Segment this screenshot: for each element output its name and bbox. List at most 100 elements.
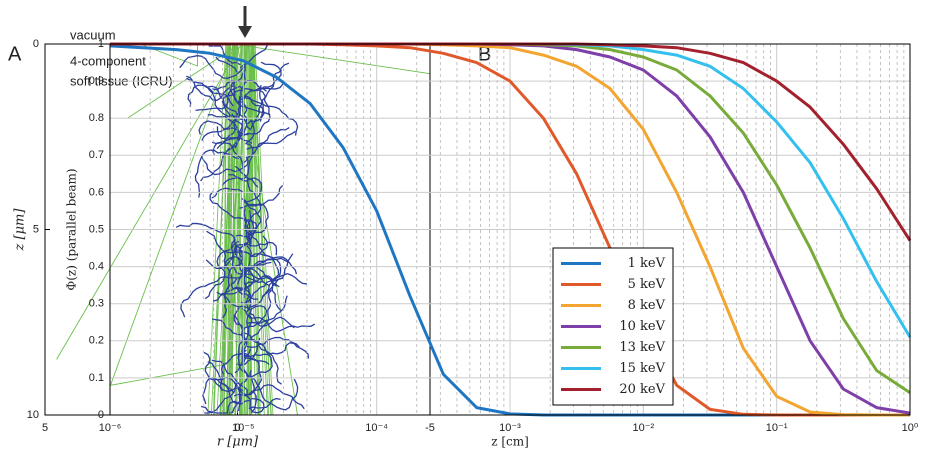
x-tick-label: 0 [234, 422, 240, 434]
secondary-track [238, 241, 278, 258]
secondary-track [198, 120, 249, 136]
secondary-track [251, 376, 299, 411]
y-tick-label: 0 [98, 409, 104, 421]
y-tick-label: 0.1 [89, 372, 104, 384]
axes-frame [109, 43, 911, 416]
x-tick-label: 10⁻² [632, 422, 654, 434]
secondary-track [226, 120, 244, 152]
legend-label: 8 keV [628, 298, 666, 313]
secondary-track [221, 292, 252, 311]
x-tick-label: 10⁻⁶ [99, 422, 122, 434]
x-tick-label: 10⁻³ [499, 422, 521, 434]
legend-label: 5 keV [628, 277, 666, 292]
annotation: 4-component [70, 53, 146, 68]
secondary-track [246, 305, 268, 335]
secondary-track [242, 95, 265, 122]
x-tick-label: -5 [425, 422, 435, 434]
secondary-track [211, 359, 248, 395]
secondary-track [234, 242, 263, 283]
y-tick-label: 0.8 [89, 112, 104, 124]
y-axis-label: Φ(z) (parallel beam) [65, 168, 79, 290]
x-tick-label: 5 [42, 422, 48, 434]
secondary-track [246, 336, 300, 348]
secondary-track [233, 307, 250, 378]
secondary-track [230, 65, 248, 115]
legend-label: 15 keV [619, 361, 665, 376]
secondary-track [201, 156, 249, 176]
beam-arrow [238, 6, 252, 38]
legend-label: 1 keV [628, 256, 666, 271]
panel-label: A [8, 43, 22, 65]
secondary-track [241, 314, 253, 358]
x-axis-label: r [μm] [217, 435, 259, 450]
secondary-track [212, 286, 252, 313]
y-tick-label: 0.5 [89, 223, 104, 235]
secondary-track [249, 289, 273, 339]
tracks [56, 43, 431, 416]
secondary-track [235, 200, 269, 238]
secondary-track [200, 144, 237, 182]
legend-label: 10 keV [619, 319, 665, 334]
secondary-track [233, 393, 265, 414]
secondary-track [251, 258, 282, 297]
secondary-track [243, 173, 262, 248]
secondary-track [246, 130, 296, 150]
x-tick-label: 10⁰ [902, 422, 919, 434]
secondary-track [241, 307, 316, 333]
secondary-track [221, 177, 263, 203]
secondary-track [238, 210, 255, 249]
legend-label: 13 keV [619, 340, 665, 355]
secondary-track [241, 127, 290, 165]
primary-track [110, 43, 235, 386]
secondary-track [233, 357, 263, 396]
secondary-track [222, 268, 244, 319]
secondary-track [243, 89, 271, 137]
secondary-track [201, 96, 242, 141]
secondary-track [237, 97, 299, 136]
secondary-track [233, 85, 271, 116]
secondary-track [180, 276, 239, 318]
panel-label: B [478, 43, 491, 65]
secondary-track [200, 400, 240, 414]
secondary-track [242, 87, 267, 131]
y-tick-label: 0.9 [89, 75, 104, 87]
secondary-track [237, 70, 248, 141]
y-tick-label: 0.3 [89, 298, 104, 310]
y-tick-label: 0 [33, 38, 39, 50]
secondary-track [223, 244, 237, 270]
secondary-track [216, 289, 243, 296]
secondary-track [206, 230, 251, 255]
secondary-track [235, 262, 259, 300]
secondary-track [238, 61, 282, 92]
secondary-track [237, 352, 270, 366]
secondary-track [228, 142, 254, 180]
secondary-track [194, 149, 240, 198]
y-tick-label: 0.6 [89, 186, 104, 198]
secondary-track [242, 342, 310, 359]
y-tick-label: 5 [33, 223, 39, 235]
y-tick-label: 0.4 [89, 261, 104, 273]
x-tick-label: 10⁻⁴ [365, 422, 388, 434]
secondary-track [250, 253, 294, 308]
x-tick-label: 10⁻¹ [766, 422, 788, 434]
annotation: vacuum [70, 27, 116, 42]
secondary-track [179, 55, 247, 79]
secondary-track [250, 253, 282, 311]
secondary-track [248, 312, 295, 329]
y-tick-label: 0.7 [89, 149, 104, 161]
y-axis-label: z [μm] [13, 208, 28, 252]
x-tick-label: 10⁻⁵ [232, 422, 255, 434]
secondary-track [248, 397, 281, 410]
y-tick-label: 0.2 [89, 335, 104, 347]
secondary-track [240, 257, 290, 275]
secondary-track [250, 62, 290, 130]
x-axis-label: z [cm] [491, 435, 529, 449]
secondary-track [186, 77, 236, 102]
secondary-track [221, 89, 245, 118]
y-tick-label: 10 [27, 409, 39, 421]
legend-label: 20 keV [619, 382, 665, 397]
y-tick-label: 1 [98, 38, 104, 50]
primary-track [110, 362, 233, 386]
secondary-track [216, 126, 253, 145]
